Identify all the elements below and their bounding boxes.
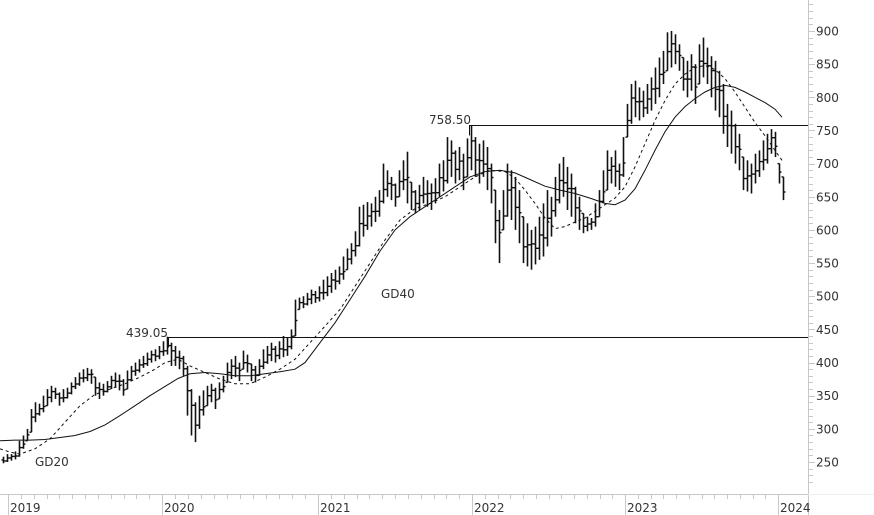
level-label-high: 758.50 bbox=[429, 113, 471, 127]
y-tick-label: 650 bbox=[816, 190, 839, 204]
y-tick-label: 450 bbox=[816, 323, 839, 337]
y-tick-label: 600 bbox=[816, 223, 839, 237]
x-tick-label: 2019 bbox=[10, 501, 41, 515]
y-tick-label: 700 bbox=[816, 157, 839, 171]
horizontal-levels bbox=[168, 125, 808, 348]
y-tick-label: 250 bbox=[816, 456, 839, 470]
x-tick-label: 2022 bbox=[474, 501, 505, 515]
x-tick-label: 2024 bbox=[780, 501, 811, 515]
y-tick-label: 500 bbox=[816, 290, 839, 304]
y-tick-label: 550 bbox=[816, 257, 839, 271]
x-axis: 2019 2020 2021 2022 2023 2024 bbox=[0, 494, 874, 515]
y-tick-label: 350 bbox=[816, 389, 839, 403]
y-tick-label: 800 bbox=[816, 91, 839, 105]
gd40-line bbox=[0, 84, 783, 442]
y-axis: 250 300 350 400 450 500 550 600 650 700 750 800 850 9… bbox=[808, 0, 839, 515]
ohlc-bars bbox=[1, 31, 786, 464]
y-tick-label: 850 bbox=[816, 58, 839, 72]
x-tick-label: 2020 bbox=[164, 501, 195, 515]
gd20-line bbox=[0, 64, 783, 455]
y-tick-label: 750 bbox=[816, 124, 839, 138]
moving-average-lines bbox=[0, 64, 783, 455]
y-tick-label: 400 bbox=[816, 356, 839, 370]
x-tick-label: 2023 bbox=[627, 501, 658, 515]
gd20-label: GD20 bbox=[35, 455, 69, 469]
level-label-low: 439.05 bbox=[126, 326, 168, 340]
y-tick-label: 300 bbox=[816, 422, 839, 436]
x-tick-label: 2021 bbox=[320, 501, 351, 515]
gd40-label: GD40 bbox=[381, 287, 415, 301]
y-tick-label: 900 bbox=[816, 25, 839, 39]
